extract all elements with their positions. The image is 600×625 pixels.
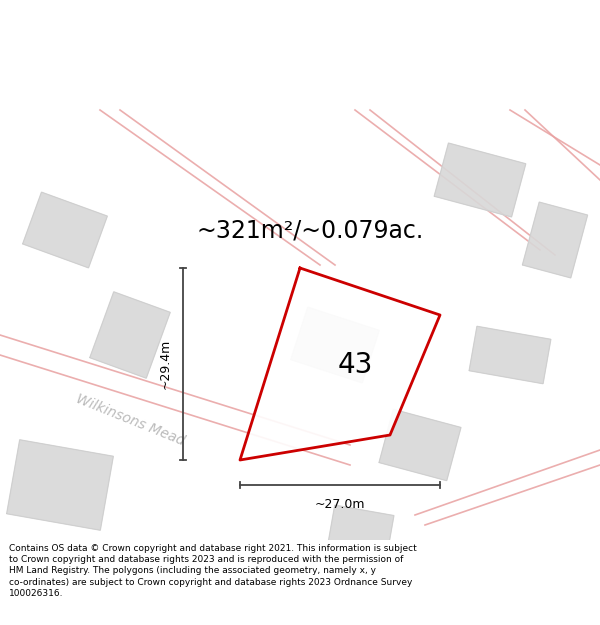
Text: ~27.0m: ~27.0m	[315, 499, 365, 511]
Text: Wilkinsons Mead: Wilkinsons Mead	[74, 392, 187, 448]
Polygon shape	[240, 268, 440, 460]
Polygon shape	[7, 440, 113, 530]
Polygon shape	[434, 143, 526, 217]
Text: ~29.4m: ~29.4m	[158, 339, 172, 389]
Polygon shape	[90, 292, 170, 378]
Text: ~321m²/~0.079ac.: ~321m²/~0.079ac.	[196, 218, 424, 242]
Polygon shape	[523, 202, 587, 278]
Polygon shape	[291, 308, 379, 382]
Polygon shape	[326, 505, 394, 565]
Polygon shape	[23, 192, 107, 268]
Text: Contains OS data © Crown copyright and database right 2021. This information is : Contains OS data © Crown copyright and d…	[9, 544, 417, 598]
Text: 43: 43	[337, 351, 373, 379]
Polygon shape	[379, 409, 461, 481]
Polygon shape	[469, 326, 551, 384]
